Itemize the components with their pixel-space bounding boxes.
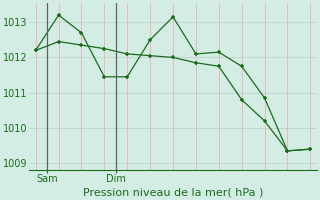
X-axis label: Pression niveau de la mer( hPa ): Pression niveau de la mer( hPa ) <box>83 187 263 197</box>
